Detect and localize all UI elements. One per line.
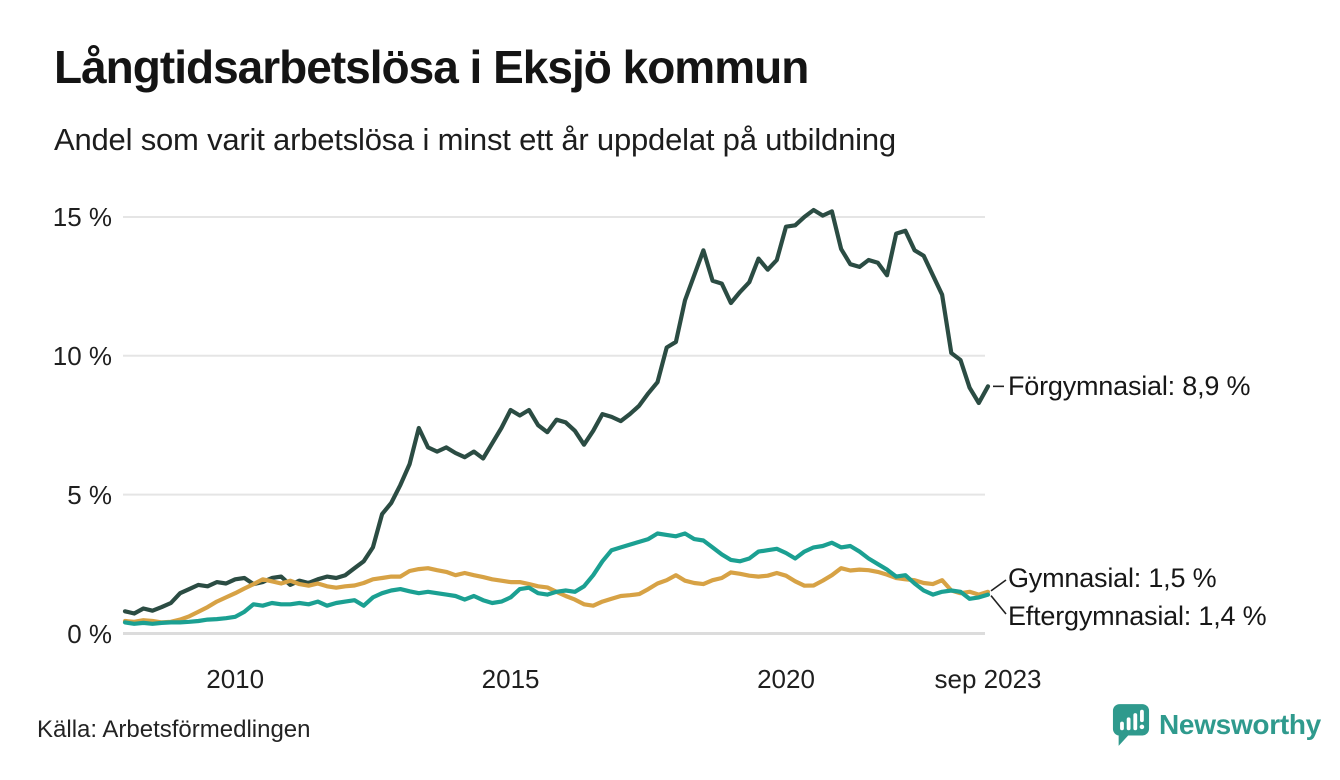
chart-title: Långtidsarbetslösa i Eksjö kommun [54, 41, 809, 93]
y-axis-tick-label: 15 % [52, 201, 112, 232]
y-axis-tick-label: 5 % [67, 479, 112, 510]
series-end-label-eftergymnasial: Eftergymnasial: 1,4 % [1008, 601, 1267, 631]
leader-line [990, 595, 1007, 615]
newsworthy-icon [1112, 704, 1150, 746]
x-axis-tick-label: 2010 [206, 664, 265, 694]
x-axis-tick-label: 2015 [481, 664, 540, 694]
source-note: Källa: Arbetsförmedlingen [37, 716, 311, 743]
chart-subtitle: Andel som varit arbetslösa i minst ett å… [54, 122, 896, 157]
series-end-label-forgymnasial: Förgymnasial: 8,9 % [1008, 371, 1251, 402]
leader-line [990, 579, 1007, 592]
series-end-label-gymnasial: Gymnasial: 1,5 % [1008, 563, 1217, 593]
x-axis-tick-label: 2020 [757, 664, 815, 694]
newsworthy-wordmark: Newsworthy [1159, 709, 1321, 740]
y-axis-tick-label: 10 % [52, 340, 112, 371]
x-axis-tick-label: sep 2023 [934, 664, 1042, 694]
y-axis-tick-label: 0 % [67, 618, 112, 649]
series-line-gymnasial [122, 566, 991, 625]
series-line-eftergymnasial [122, 531, 991, 626]
newsworthy-logo: Newsworthy [1112, 703, 1321, 747]
